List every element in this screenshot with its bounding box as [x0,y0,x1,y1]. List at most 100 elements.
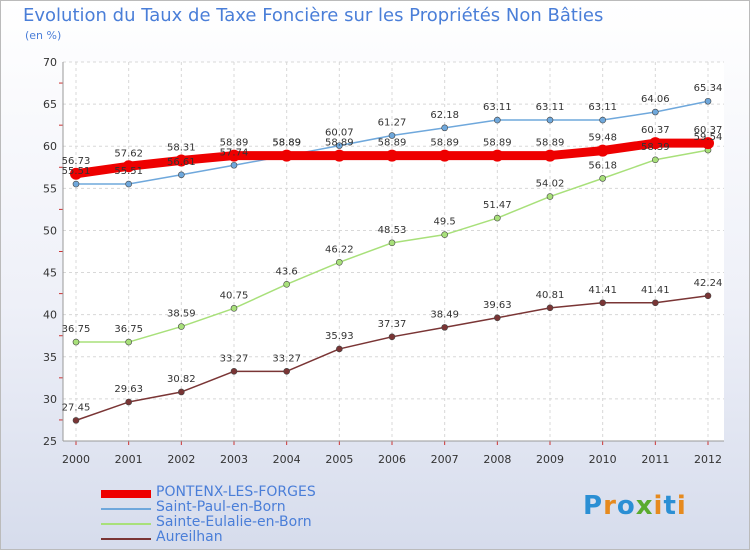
point-pontenx-2005 [333,149,346,162]
tick-labels: 25 30 35 40 45 50 55 60 65 70 2000 2001 2002 2003 2004… [43,56,722,466]
data-label-pontenx-2009: 58.89 [536,138,565,149]
data-label-pontenx-2002: 58.31 [167,142,196,153]
point-sainte-eulalie-2008 [494,214,501,222]
legend-swatch-saint-paul [101,508,151,510]
data-label-saint-paul-2011: 64.06 [641,94,670,105]
data-label-pontenx-2001: 57.62 [114,148,143,159]
point-saint-paul-2007 [441,124,448,132]
data-label-aureilhan-2000: 27.45 [62,402,91,413]
point-aureilhan-2006 [388,333,396,341]
data-label-saint-paul-2004: 58.89 [272,138,301,149]
x-tick-label-2010: 2010 [589,453,617,466]
logo-letter: t [663,491,677,521]
data-label-aureilhan-2007: 38.49 [430,309,459,320]
y-tick-label-60: 60 [43,140,57,153]
point-pontenx-2000 [70,167,82,180]
point-aureilhan-2012 [704,292,712,300]
proxiti-logo: Proxiti [583,491,687,521]
point-pontenx-2008 [491,149,504,162]
point-aureilhan-2008 [494,314,501,322]
point-pontenx-2009 [544,149,556,162]
data-label-sainte-eulalie-2012: 59.54 [694,132,723,143]
point-sainte-eulalie-2003 [230,305,238,312]
data-label-aureilhan-2001: 29.63 [114,384,143,395]
legend-swatch-aureilhan [101,538,151,540]
legend-swatch-pontenx [101,490,151,498]
point-pontenx-2007 [438,149,451,162]
data-label-saint-paul-2001: 55.51 [114,166,143,177]
x-tick-label-2005: 2005 [325,453,353,466]
point-aureilhan-2001 [125,398,132,406]
y-tick-label-50: 50 [43,224,57,237]
data-label-sainte-eulalie-2011: 58.39 [641,142,670,153]
data-label-saint-paul-2006: 61.27 [378,118,407,129]
x-tick-label-2008: 2008 [483,453,511,466]
data-label-sainte-eulalie-2000: 36.75 [62,324,91,335]
data-label-sainte-eulalie-2007: 49.5 [434,217,456,228]
point-sainte-eulalie-2002 [178,323,185,330]
data-label-saint-paul-2007: 62.18 [430,110,459,121]
point-sainte-eulalie-2011 [652,156,659,164]
point-aureilhan-2005 [336,345,343,353]
logo-letter: P [583,491,604,521]
data-label-aureilhan-2002: 30.82 [167,374,196,385]
data-label-saint-paul-2008: 63.11 [483,102,512,113]
point-pontenx-2002 [175,154,188,167]
data-label-sainte-eulalie-2001: 36.75 [114,324,143,335]
grid-lines [63,61,724,442]
point-pontenx-2004 [280,149,293,162]
point-pontenx-2011 [649,137,662,150]
point-aureilhan-2010 [599,299,606,307]
data-label-pontenx-2003: 58.89 [220,138,249,149]
point-pontenx-2001 [122,160,135,173]
x-tick-label-2003: 2003 [220,453,248,466]
data-label-sainte-eulalie-2010: 56.18 [588,160,617,171]
point-aureilhan-2007 [441,324,448,331]
data-label-aureilhan-2011: 41.41 [641,285,670,296]
point-saint-paul-2010 [599,116,606,124]
logo-letter: r [603,491,617,521]
data-label-saint-paul-2010: 63.11 [588,102,617,113]
plot-area [63,62,724,441]
y-tick-label-35: 35 [43,351,57,364]
x-tick-label-2009: 2009 [536,453,564,466]
point-saint-paul-2012 [704,97,712,105]
point-saint-paul-2003 [230,161,238,169]
x-tick-label-2002: 2002 [167,453,195,466]
point-saint-paul-2008 [494,116,501,124]
point-pontenx-2003 [228,149,240,162]
point-sainte-eulalie-2010 [599,175,606,182]
data-label-aureilhan-2009: 40.81 [536,290,565,301]
data-label-saint-paul-2012: 65.34 [694,83,723,94]
point-sainte-eulalie-2000 [72,338,80,346]
point-saint-paul-2006 [388,132,396,139]
data-label-saint-paul-2002: 56.61 [167,157,196,168]
y-tick-label-45: 45 [43,267,57,280]
data-label-sainte-eulalie-2004: 43.6 [276,266,298,277]
point-saint-paul-2011 [652,108,659,116]
y-tick-label-55: 55 [43,182,57,195]
point-saint-paul-2001 [125,180,132,188]
point-aureilhan-2003 [230,368,238,375]
logo-letter: i [653,491,664,521]
data-label-pontenx-2007: 58.89 [430,138,459,149]
point-aureilhan-2004 [283,368,290,375]
data-label-aureilhan-2003: 33.27 [220,353,249,364]
point-saint-paul-2000 [72,180,80,188]
data-label-pontenx-2005: 58.89 [325,138,354,149]
x-tick-label-2000: 2000 [62,453,90,466]
x-tick-label-2004: 2004 [273,453,301,466]
y-tick-label-40: 40 [43,309,57,322]
legend-label-aureilhan: Aureilhan [156,529,223,545]
data-label-aureilhan-2006: 37.37 [378,319,407,330]
data-label-pontenx-2000: 56.73 [62,156,91,167]
point-aureilhan-2002 [178,388,185,396]
data-label-pontenx-2006: 58.89 [378,138,407,149]
x-tick-label-2007: 2007 [431,453,459,466]
axes [59,62,724,445]
logo-letter: i [676,491,687,521]
point-sainte-eulalie-2009 [546,193,554,200]
data-label-saint-paul-2000: 55.51 [62,166,91,177]
data-label-pontenx-2010: 59.48 [588,133,617,144]
